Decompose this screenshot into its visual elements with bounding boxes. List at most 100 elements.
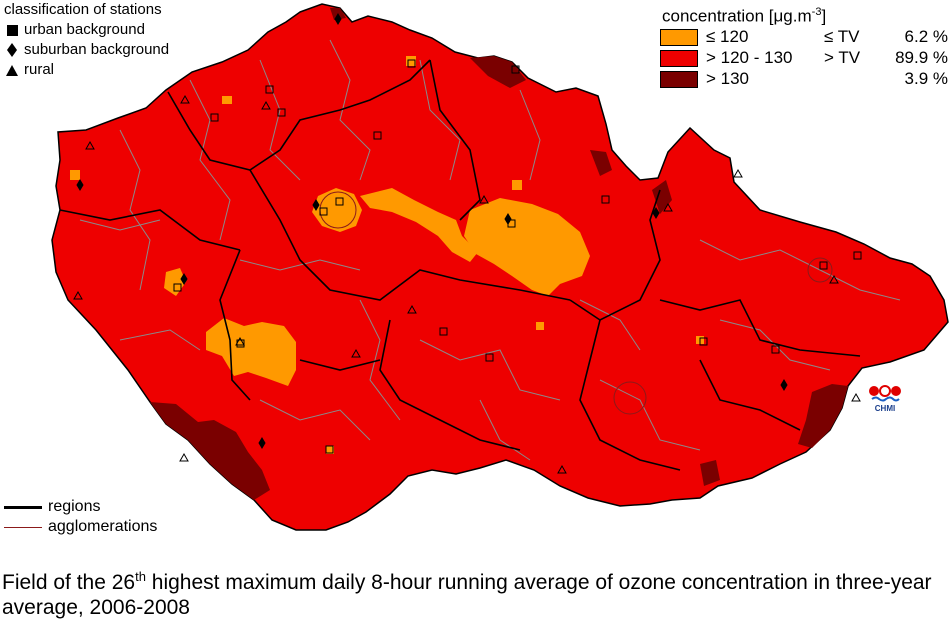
station-urban <box>210 113 219 122</box>
agglomerations <box>319 191 833 415</box>
logo-text: CHMI <box>875 404 895 413</box>
station-rural <box>351 348 361 358</box>
district-border <box>699 239 901 301</box>
station-urban <box>265 85 274 94</box>
swatch-high <box>660 70 698 88</box>
area-pardubice-hradec <box>464 198 590 296</box>
area-prague <box>312 188 362 232</box>
legend-suburban-background: suburban background <box>4 40 169 60</box>
legend-range: ≤ 120 <box>706 27 749 47</box>
line-legend: regions agglomerations <box>4 497 157 537</box>
legend-row-low: ≤ 120 ≤ TV 6.2 % <box>660 27 948 48</box>
title-text: concentration [μg.m <box>662 6 812 26</box>
stations-legend-title: classification of stations <box>4 1 162 18</box>
map-caption: Field of the 26th highest maximum daily … <box>2 570 947 620</box>
station-urban <box>335 197 344 206</box>
station-urban <box>325 445 334 454</box>
region-border <box>299 359 381 371</box>
station-urban <box>373 131 382 140</box>
unit-exponent: -3 <box>811 6 822 18</box>
swatch-mid <box>660 49 698 67</box>
legend-label: suburban background <box>24 41 170 58</box>
station-rural <box>179 452 189 462</box>
legend-tv: ≤ TV <box>824 27 860 47</box>
legend-label: rural <box>24 61 55 78</box>
legend-rural: rural <box>4 60 169 80</box>
station-suburban <box>780 379 788 391</box>
stations <box>73 13 862 474</box>
legend-label: agglomerations <box>48 518 158 535</box>
region-border <box>699 359 801 431</box>
region-border <box>249 169 571 301</box>
district-border <box>79 219 161 231</box>
station-urban <box>853 251 862 260</box>
district-border <box>329 39 371 181</box>
area-jeseniky <box>590 150 612 176</box>
area-elbe-band <box>360 188 478 262</box>
station-rural <box>851 392 861 402</box>
legend-row-mid: > 120 - 130 > TV 89.9 % <box>660 48 948 69</box>
station-urban <box>439 327 448 336</box>
station-suburban <box>180 273 188 285</box>
station-urban <box>319 207 328 216</box>
area-south <box>700 460 720 486</box>
diamond-icon <box>4 43 20 57</box>
concentration-legend-title: concentration [μg.m-3] <box>662 2 948 27</box>
stations-legend: classification of stations urban backgro… <box>4 0 169 80</box>
district-border <box>599 379 701 451</box>
station-rural <box>557 464 567 474</box>
station-rural <box>261 100 271 110</box>
area-spot-3 <box>70 170 80 180</box>
station-rural <box>235 336 245 346</box>
station-suburban <box>334 13 342 25</box>
legend-percent: 6.2 % <box>904 27 948 47</box>
title-suffix: ] <box>821 6 827 26</box>
district-border <box>189 79 231 241</box>
station-rural <box>407 304 417 314</box>
ozone-concentration-map <box>51 3 949 531</box>
station-urban <box>771 345 780 354</box>
region-border <box>579 319 681 471</box>
legend-percent: 89.9 % <box>895 48 948 68</box>
district-border <box>419 59 461 181</box>
legend-percent: 3.9 % <box>904 69 948 89</box>
concentration-legend: concentration [μg.m-3] ≤ 120 ≤ TV 6.2 % … <box>660 2 948 90</box>
station-urban <box>485 353 494 362</box>
chmi-logo-icon: CHMI <box>869 385 901 413</box>
area-spot-2 <box>222 96 232 104</box>
station-urban <box>819 261 828 270</box>
legend-regions: regions <box>4 497 157 517</box>
district-border <box>119 329 201 351</box>
agglomeration-brno <box>613 381 647 415</box>
district-border <box>419 339 561 401</box>
district-borders <box>79 39 901 461</box>
legend-range: > 130 <box>706 69 750 89</box>
district-border <box>259 59 301 181</box>
station-suburban <box>76 179 84 191</box>
legend-tv: > TV <box>824 48 861 68</box>
district-border <box>719 319 831 371</box>
district-border <box>119 129 151 291</box>
station-rural <box>829 274 839 284</box>
station-urban <box>511 65 520 74</box>
station-urban <box>277 108 286 117</box>
region-border <box>569 189 661 321</box>
area-jizerske <box>470 56 526 88</box>
swatch-low <box>660 28 698 46</box>
area-spot-5 <box>536 322 544 330</box>
area-spot-7 <box>512 180 522 190</box>
legend-label: regions <box>48 498 101 515</box>
station-suburban <box>504 213 512 225</box>
caption-part2: highest maximum daily 8-hour running ave… <box>2 571 932 619</box>
region-borders <box>59 59 861 471</box>
district-border <box>259 399 371 441</box>
area-spot-1 <box>406 56 416 66</box>
area-beskydy <box>798 384 848 448</box>
station-rural <box>663 202 673 212</box>
legend-label: urban background <box>24 21 145 38</box>
legend-agglomerations: agglomerations <box>4 517 157 537</box>
station-rural <box>85 140 95 150</box>
square-icon <box>4 24 20 36</box>
station-suburban <box>258 437 266 449</box>
region-border <box>379 319 521 451</box>
